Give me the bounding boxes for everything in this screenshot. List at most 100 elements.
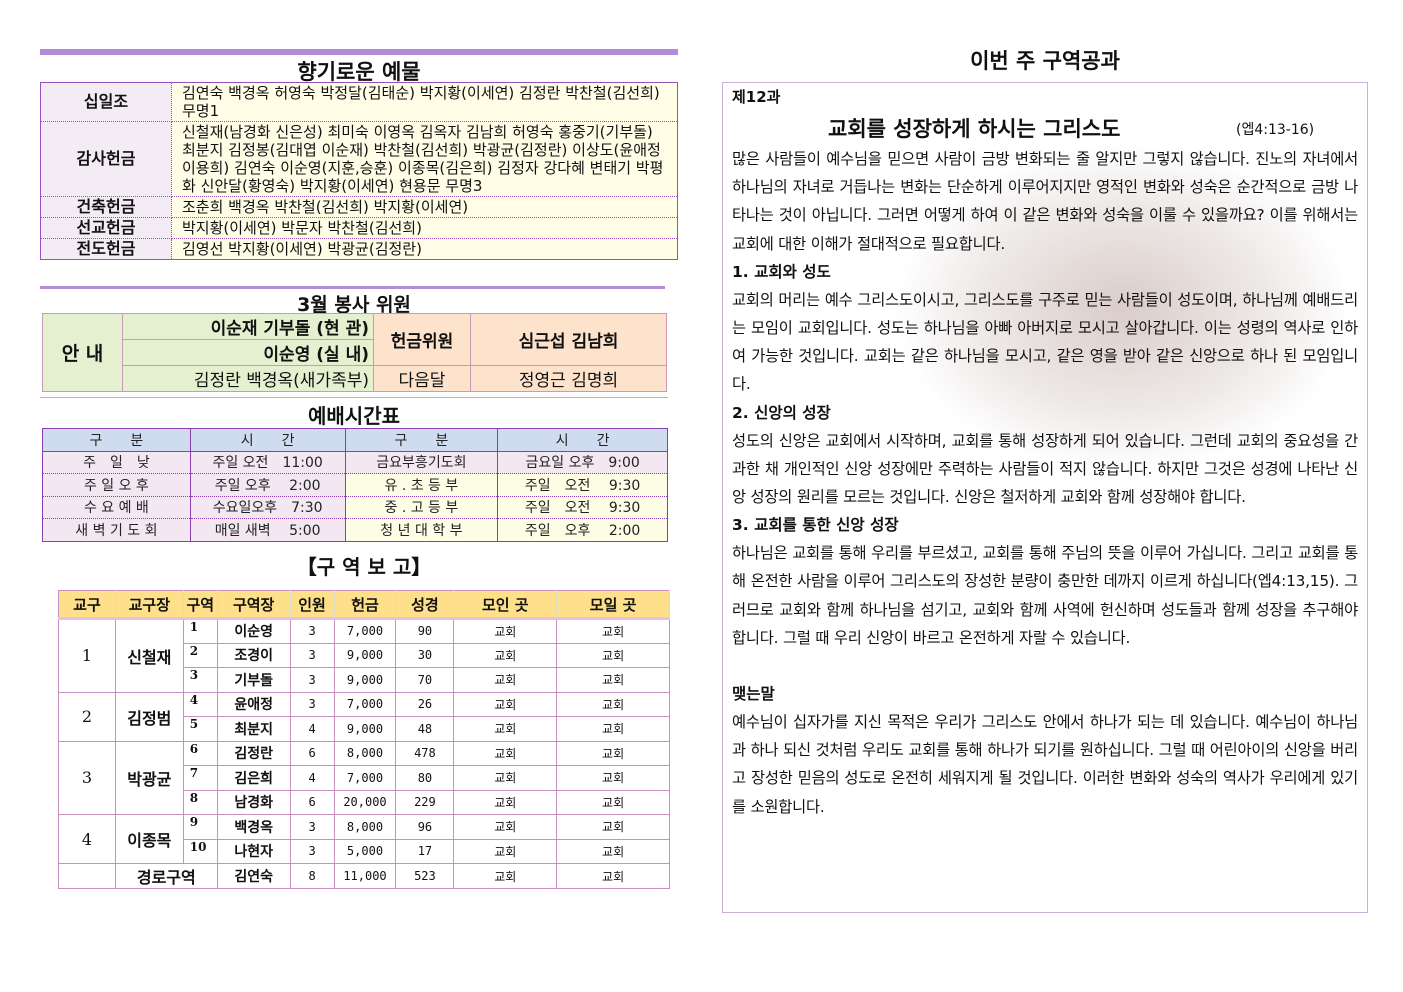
met-place: 교회 [453, 740, 558, 766]
closing-title: 맺는말 [732, 685, 775, 704]
district-row: 8 남경화 6 20,000 229 교회 교회 [59, 789, 670, 815]
member-count: 6 [289, 740, 335, 766]
service-title: 3월 봉사 위원 [297, 294, 411, 316]
district-number: 7 [182, 765, 218, 791]
parish-number: 2 [58, 691, 116, 742]
offering-amount: 7,000 [333, 618, 397, 644]
member-count: 4 [289, 716, 335, 742]
offerings-title: 향기로운 예물 [297, 60, 421, 84]
guide-interior: 이순영 (실 내) [122, 339, 374, 366]
worship-service: 수 요 예 배 [42, 496, 191, 519]
parish-leader: 신철재 [114, 618, 184, 693]
district-leader: 남경화 [216, 789, 291, 815]
offering-row: 전도헌금 김영선 박지황(이세연) 박광균(김정란) [40, 238, 678, 260]
offering-names: 조춘희 백경옥 박찬철(김선희) 박지황(이세연) [171, 196, 678, 218]
member-count: 8 [289, 863, 335, 889]
bible-reading: 48 [395, 716, 455, 742]
next-month-label: 다음달 [373, 365, 471, 392]
lesson-box: 제12과 교회를 성장하게 하시는 그리스도 (엡4:13-16) 많은 사람들… [722, 82, 1368, 913]
worship-header: 구 분 [345, 428, 499, 452]
worship-row: 새 벽 기 도 회 매일 새벽 5:00 청 년 대 학 부 주일 오후 2:00 [42, 518, 668, 542]
bible-reading: 70 [395, 667, 455, 693]
district-number: 10 [182, 838, 218, 864]
member-count: 3 [289, 691, 335, 717]
district-header: 교구 [58, 590, 116, 620]
offering-amount: 8,000 [333, 814, 397, 840]
guide-label: 안 내 [42, 313, 123, 392]
district-row: 7 김은희 4 7,000 80 교회 교회 [59, 765, 670, 791]
met-place: 교회 [453, 642, 558, 668]
offering-row: 건축헌금 조춘희 백경옥 박찬철(김선희) 박지황(이세연) [40, 196, 678, 218]
meeting-place: 교회 [556, 618, 670, 644]
met-place: 교회 [453, 863, 558, 889]
met-place: 교회 [453, 716, 558, 742]
bible-reading: 96 [395, 814, 455, 840]
district-title: 【구 역 보 고】 [296, 555, 432, 579]
district-number: 2 [182, 642, 218, 668]
lesson-heading: 이번 주 구역공과 [970, 49, 1120, 73]
offering-amount: 9,000 [333, 716, 397, 742]
district-header: 인원 [290, 590, 335, 620]
member-count: 3 [289, 642, 335, 668]
meeting-place: 교회 [556, 740, 670, 766]
district-number: 8 [182, 789, 218, 815]
district-header: 모일 곳 [556, 590, 670, 620]
district-header: 모인 곳 [453, 590, 558, 620]
district-leader: 조경이 [216, 642, 291, 668]
worship-service: 주 일 낮 [42, 451, 191, 474]
meeting-place: 교회 [556, 667, 670, 693]
district-leader: 김연숙 [216, 863, 291, 889]
met-place: 교회 [453, 838, 558, 864]
meeting-place: 교회 [556, 863, 670, 889]
bible-reading: 80 [395, 765, 455, 791]
district-leader: 기부돌 [216, 667, 291, 693]
parish-leader: 김정범 [114, 691, 184, 742]
lesson-number: 제12과 [732, 88, 781, 106]
worship-time: 매일 새벽 5:00 [190, 518, 346, 542]
district-number: 3 [182, 667, 218, 693]
district-leader: 이순영 [216, 618, 291, 644]
district-number: 6 [182, 740, 218, 766]
parish-leader: 이종목 [114, 814, 184, 864]
top-divider [40, 49, 678, 55]
elder-district-label: 경로구역 [114, 863, 218, 889]
met-place: 교회 [453, 691, 558, 717]
district-leader: 백경옥 [216, 814, 291, 840]
district-number: 1 [182, 618, 218, 644]
offering-type: 선교헌금 [40, 217, 172, 239]
offering-row: 선교헌금 박지황(이세연) 박문자 박찬철(김선희) [40, 217, 678, 239]
bible-reading: 30 [395, 642, 455, 668]
bible-reading: 478 [395, 740, 455, 766]
church-watermark-image [893, 143, 1353, 473]
district-header-row: 교구 교구장 구역 구역장 인원 헌금 성경 모인 곳 모일 곳 [58, 590, 670, 620]
member-count: 3 [289, 838, 335, 864]
district-row: 10 나현자 3 5,000 17 교회 교회 [59, 838, 670, 864]
worship-time: 주일 오전 9:30 [497, 496, 668, 519]
offerings-table: 십일조 김연숙 백경옥 허영숙 박정달(김태순) 박지황(이세연) 김정란 박찬철… [40, 82, 678, 260]
closing-body: 예수님이 십자가를 지신 목적은 우리가 그리스도 안에서 하나가 되는 데 있… [732, 713, 1358, 816]
district-header: 구역 [183, 590, 218, 620]
bible-reading: 26 [395, 691, 455, 717]
bible-reading: 90 [395, 618, 455, 644]
offering-amount: 8,000 [333, 740, 397, 766]
worship-row: 주 일 오 후 주일 오후 2:00 유 . 초 등 부 주일 오전 9:30 [42, 473, 668, 497]
offering-amount: 5,000 [333, 838, 397, 864]
offering-names: 박지황(이세연) 박문자 박찬철(김선희) [171, 217, 678, 239]
offering-names: 김연숙 백경옥 허영숙 박정달(김태순) 박지황(이세연) 김정란 박찬철(김선… [171, 82, 678, 122]
meeting-place: 교회 [556, 789, 670, 815]
district-header: 성경 [395, 590, 455, 620]
worship-service: 새 벽 기 도 회 [42, 518, 191, 542]
meeting-place: 교회 [556, 838, 670, 864]
next-month-names: 정영근 김명희 [470, 365, 667, 392]
offering-amount: 20,000 [333, 789, 397, 815]
worship-title: 예배시간표 [308, 404, 400, 428]
offering-type: 전도헌금 [40, 238, 172, 260]
lesson-title: 교회를 성장하게 하시는 그리스도 [828, 117, 1121, 141]
met-place: 교회 [453, 814, 558, 840]
offering-committee-names: 심근섭 김남희 [470, 313, 667, 366]
worship-time: 금요일 오후 9:00 [497, 451, 668, 474]
offering-type: 십일조 [40, 82, 172, 122]
met-place: 교회 [453, 618, 558, 644]
